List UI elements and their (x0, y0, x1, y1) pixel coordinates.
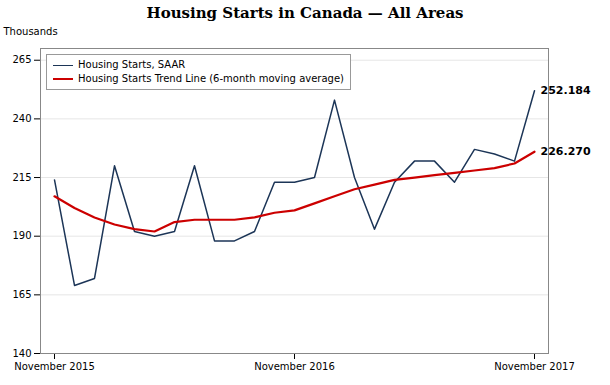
svg-text:November 2015: November 2015 (14, 361, 95, 372)
svg-text:190: 190 (12, 230, 31, 241)
svg-text:215: 215 (12, 172, 31, 183)
svg-text:226.270: 226.270 (540, 145, 591, 159)
html-text:Housing Starts in Canada — All: Housing Starts in Canada — All Areas (146, 4, 464, 22)
svg-text:140: 140 (12, 348, 31, 359)
svg-text:Thousands: Thousands (3, 26, 58, 37)
svg-text:240: 240 (12, 113, 31, 124)
html-text:Housing Starts, SAAR: Housing Starts, SAAR (78, 59, 186, 70)
svg-text:265: 265 (12, 54, 31, 65)
svg-text:252.184: 252.184 (540, 84, 591, 98)
svg-text:165: 165 (12, 289, 31, 300)
html-text:Housing Starts Trend Line (6-m: Housing Starts Trend Line (6-month movin… (78, 73, 344, 84)
svg-text:November 2016: November 2016 (254, 361, 335, 372)
svg-text:November 2017: November 2017 (494, 361, 575, 372)
